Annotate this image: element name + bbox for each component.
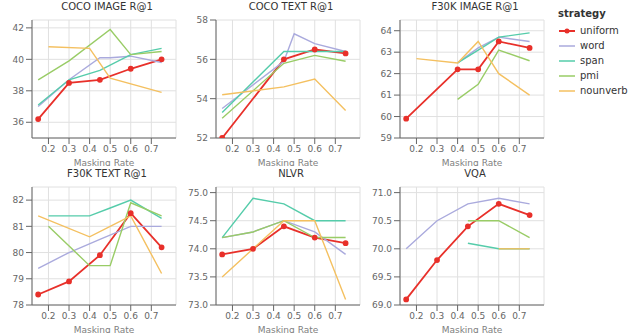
svg-text:40: 40 bbox=[13, 55, 25, 65]
svg-text:Masking Rate: Masking Rate bbox=[258, 325, 319, 333]
svg-text:0.5: 0.5 bbox=[287, 311, 301, 321]
svg-text:54: 54 bbox=[197, 94, 209, 104]
svg-text:0.4: 0.4 bbox=[82, 144, 97, 154]
svg-text:0.7: 0.7 bbox=[512, 311, 526, 321]
html-text:nounverb: nounverb bbox=[580, 85, 628, 96]
svg-text:0.2: 0.2 bbox=[225, 311, 239, 321]
svg-text:0.2: 0.2 bbox=[409, 144, 423, 154]
svg-text:80: 80 bbox=[13, 247, 25, 257]
svg-text:0.5: 0.5 bbox=[103, 144, 117, 154]
svg-text:63: 63 bbox=[381, 47, 392, 57]
svg-text:0.7: 0.7 bbox=[144, 144, 158, 154]
svg-text:0.7: 0.7 bbox=[328, 144, 342, 154]
html-text:uniform: uniform bbox=[580, 25, 619, 36]
svg-text:0.2: 0.2 bbox=[41, 311, 55, 321]
svg-text:79: 79 bbox=[13, 273, 25, 283]
svg-text:0.6: 0.6 bbox=[124, 311, 139, 321]
svg-text:69.5: 69.5 bbox=[372, 272, 392, 282]
html-text:strategy: strategy bbox=[558, 8, 606, 19]
html-text:COCO IMAGE R@1: COCO IMAGE R@1 bbox=[61, 1, 153, 12]
svg-text:56: 56 bbox=[197, 55, 209, 65]
svg-text:69.0: 69.0 bbox=[372, 300, 392, 310]
svg-text:59: 59 bbox=[381, 133, 393, 143]
html-text:word: word bbox=[580, 40, 605, 51]
svg-text:0.4: 0.4 bbox=[266, 144, 281, 154]
svg-text:73.5: 73.5 bbox=[188, 272, 208, 282]
svg-text:70.0: 70.0 bbox=[372, 244, 392, 254]
html-text:F30K IMAGE R@1: F30K IMAGE R@1 bbox=[431, 1, 519, 12]
svg-text:0.6: 0.6 bbox=[492, 311, 507, 321]
svg-text:0.7: 0.7 bbox=[512, 144, 526, 154]
svg-text:52: 52 bbox=[197, 133, 208, 143]
svg-text:0.3: 0.3 bbox=[246, 144, 260, 154]
svg-text:81: 81 bbox=[13, 221, 24, 231]
svg-text:61: 61 bbox=[381, 90, 392, 100]
svg-text:36: 36 bbox=[13, 117, 25, 127]
svg-text:0.4: 0.4 bbox=[82, 311, 97, 321]
svg-text:64: 64 bbox=[381, 26, 393, 36]
html-text:pmi: pmi bbox=[580, 70, 599, 81]
svg-text:62: 62 bbox=[381, 69, 392, 79]
html-text:VQA: VQA bbox=[464, 167, 486, 179]
svg-text:Masking Rate: Masking Rate bbox=[258, 158, 319, 166]
svg-text:0.6: 0.6 bbox=[124, 144, 139, 154]
svg-text:70.5: 70.5 bbox=[372, 215, 392, 225]
svg-text:58: 58 bbox=[197, 15, 209, 25]
svg-text:74.5: 74.5 bbox=[188, 215, 208, 225]
svg-text:0.6: 0.6 bbox=[492, 144, 507, 154]
svg-text:0.2: 0.2 bbox=[225, 144, 239, 154]
svg-text:0.7: 0.7 bbox=[328, 311, 342, 321]
svg-text:Masking Rate: Masking Rate bbox=[74, 158, 135, 166]
html-text:span: span bbox=[580, 55, 604, 66]
svg-text:0.5: 0.5 bbox=[471, 144, 485, 154]
svg-text:0.6: 0.6 bbox=[308, 311, 323, 321]
svg-text:0.3: 0.3 bbox=[62, 311, 76, 321]
svg-text:71.0: 71.0 bbox=[372, 187, 392, 197]
svg-text:73.0: 73.0 bbox=[188, 300, 208, 310]
svg-text:Masking Rate: Masking Rate bbox=[74, 325, 135, 333]
svg-text:0.4: 0.4 bbox=[450, 144, 465, 154]
svg-text:82: 82 bbox=[13, 195, 24, 205]
svg-text:0.4: 0.4 bbox=[450, 311, 465, 321]
svg-text:0.7: 0.7 bbox=[144, 311, 158, 321]
svg-text:0.4: 0.4 bbox=[266, 311, 281, 321]
svg-text:74.0: 74.0 bbox=[188, 244, 208, 254]
html-text:F30K TEXT R@1: F30K TEXT R@1 bbox=[67, 167, 147, 179]
svg-text:0.3: 0.3 bbox=[246, 311, 260, 321]
svg-text:0.5: 0.5 bbox=[471, 311, 485, 321]
svg-text:0.2: 0.2 bbox=[41, 144, 55, 154]
svg-text:42: 42 bbox=[13, 23, 24, 33]
svg-text:0.3: 0.3 bbox=[430, 311, 444, 321]
svg-text:0.3: 0.3 bbox=[62, 144, 76, 154]
svg-text:75.0: 75.0 bbox=[188, 187, 208, 197]
svg-text:Masking Rate: Masking Rate bbox=[442, 158, 503, 166]
svg-text:0.5: 0.5 bbox=[287, 144, 301, 154]
svg-text:0.6: 0.6 bbox=[308, 144, 323, 154]
svg-text:38: 38 bbox=[13, 86, 25, 96]
svg-text:60: 60 bbox=[381, 112, 393, 122]
html-text:COCO TEXT R@1: COCO TEXT R@1 bbox=[248, 1, 334, 12]
svg-text:Masking Rate: Masking Rate bbox=[442, 325, 503, 333]
svg-text:0.3: 0.3 bbox=[430, 144, 444, 154]
svg-text:0.2: 0.2 bbox=[409, 311, 423, 321]
html-text:NLVR: NLVR bbox=[278, 167, 304, 179]
svg-text:78: 78 bbox=[13, 300, 25, 310]
svg-text:0.5: 0.5 bbox=[103, 311, 117, 321]
